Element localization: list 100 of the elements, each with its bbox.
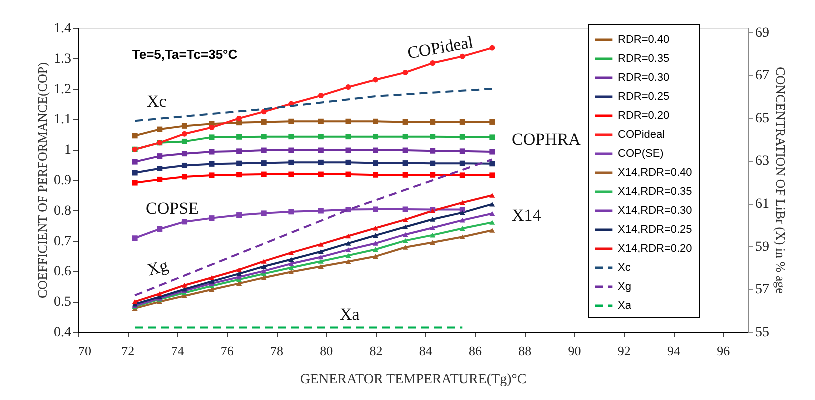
y-tick-label: 0.6 <box>54 264 72 280</box>
point <box>430 134 436 140</box>
point <box>157 166 163 172</box>
point <box>318 172 324 178</box>
point <box>402 206 408 212</box>
point <box>261 109 267 115</box>
point <box>460 160 466 166</box>
legend-label: Xg <box>618 281 632 293</box>
point <box>460 226 466 232</box>
y-tick-label: 0.4 <box>54 326 72 340</box>
legend-label: Xc <box>618 262 632 274</box>
point <box>346 148 352 154</box>
y2-tick-label: 65 <box>756 111 770 126</box>
point <box>182 162 188 168</box>
point <box>373 134 379 140</box>
legend-label: X14,RDR=0.35 <box>618 186 692 198</box>
point <box>346 234 352 239</box>
legend-label: RDR=0.20 <box>618 110 670 122</box>
point <box>490 220 496 225</box>
y-tick-label: 1 <box>64 143 72 158</box>
point <box>132 159 138 165</box>
point <box>346 160 352 166</box>
point <box>288 250 294 256</box>
point <box>318 254 324 260</box>
point <box>402 238 408 244</box>
point <box>236 212 242 218</box>
line-series <box>134 158 494 297</box>
point <box>261 264 267 270</box>
point <box>430 217 436 222</box>
point <box>490 193 496 198</box>
point <box>373 77 379 83</box>
point <box>373 247 379 252</box>
point <box>490 149 496 155</box>
y2-tick-label: 61 <box>756 197 770 212</box>
y2-tick-label: 57 <box>756 282 770 298</box>
x-tick-label: 90 <box>568 344 582 358</box>
annotation: COPideal <box>406 32 475 63</box>
point <box>261 276 267 280</box>
x-tick-label: 84 <box>419 344 433 358</box>
y-tick-label: 1.4 <box>54 22 72 36</box>
point <box>318 242 324 247</box>
y-tick-label: 0.8 <box>54 204 72 219</box>
legend-label: RDR=0.40 <box>618 34 670 46</box>
annotation: Xc <box>147 92 168 111</box>
point <box>430 60 436 66</box>
point <box>318 208 324 214</box>
point <box>209 216 215 222</box>
point <box>373 233 379 238</box>
point <box>460 120 466 125</box>
point <box>288 257 294 262</box>
point <box>157 226 163 232</box>
point <box>261 120 267 125</box>
point <box>402 172 408 178</box>
point <box>460 200 466 206</box>
point <box>236 272 242 276</box>
point <box>430 160 436 166</box>
annotation: Xg <box>145 256 171 280</box>
annotation: COPHRA <box>512 130 582 149</box>
point <box>490 172 496 178</box>
y2-axis-title: CONCENTRATION OF LiBr (X) in % age <box>774 67 788 294</box>
point <box>236 172 242 178</box>
x-tick-label: 86 <box>469 344 483 358</box>
point <box>430 240 436 245</box>
point <box>490 228 496 233</box>
point <box>261 148 267 154</box>
point <box>157 154 163 160</box>
point <box>346 248 352 252</box>
legend-label: X14,RDR=0.20 <box>618 243 692 255</box>
point <box>430 172 436 178</box>
y-tick-label: 1.2 <box>54 82 72 98</box>
line-series <box>134 88 494 122</box>
point <box>373 226 379 231</box>
point <box>490 211 496 216</box>
point <box>209 124 215 130</box>
point <box>182 138 188 144</box>
y-tick-label: 0.5 <box>54 295 72 310</box>
point <box>373 118 379 124</box>
point <box>318 118 324 124</box>
point <box>288 270 294 274</box>
legend-label: X14,RDR=0.30 <box>618 205 692 217</box>
point <box>318 259 324 264</box>
point <box>430 226 436 230</box>
y-tick-label: 1.1 <box>54 112 72 128</box>
point <box>288 118 294 124</box>
point <box>182 174 188 180</box>
point <box>402 148 408 154</box>
point <box>373 254 379 259</box>
y-tick-label: 0.9 <box>54 174 72 188</box>
y-tick-label: 0.7 <box>54 234 72 250</box>
point <box>261 134 267 140</box>
point <box>460 148 466 154</box>
point <box>261 259 267 264</box>
point <box>460 234 466 240</box>
point <box>402 217 408 222</box>
point <box>373 241 379 246</box>
point <box>261 172 267 178</box>
point <box>490 134 496 140</box>
point <box>318 249 324 254</box>
y2-tick-label: 69 <box>756 26 770 41</box>
x-tick-label: 80 <box>320 344 334 358</box>
